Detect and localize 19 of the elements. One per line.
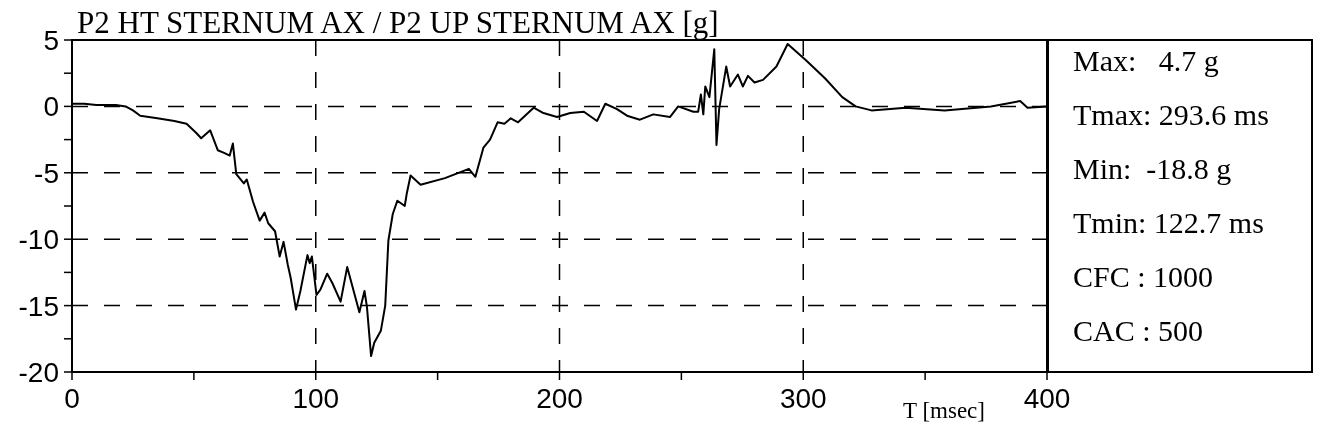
text: Min: -18.8 g <box>1073 152 1233 185</box>
x-tick-label: 100 <box>292 382 340 414</box>
y-tick-label: -20 <box>18 356 59 388</box>
text: Max: 4.7 g <box>1073 44 1220 77</box>
text: Tmax: 293.6 ms <box>1073 98 1270 131</box>
text: CFC : 1000 <box>1073 260 1215 293</box>
y-tick-label: 5 <box>43 24 59 56</box>
chart-title: P2 HT STERNUM AX / P2 UP STERNUM AX [g] <box>77 5 719 40</box>
x-tick-label: 400 <box>1023 382 1071 414</box>
text: CAC : 500 <box>1073 314 1205 347</box>
x-tick-label: 0 <box>64 382 80 414</box>
y-tick-label: 0 <box>43 91 59 123</box>
x-axis-title: T [msec] <box>903 398 985 424</box>
y-tick-label: -15 <box>18 290 59 322</box>
y-tick-label: -5 <box>34 157 59 189</box>
text: Tmin: 122.7 ms <box>1073 206 1265 239</box>
x-tick-label: 200 <box>536 382 583 414</box>
x-tick-label: 300 <box>779 382 827 414</box>
y-tick-label: -10 <box>18 224 59 256</box>
